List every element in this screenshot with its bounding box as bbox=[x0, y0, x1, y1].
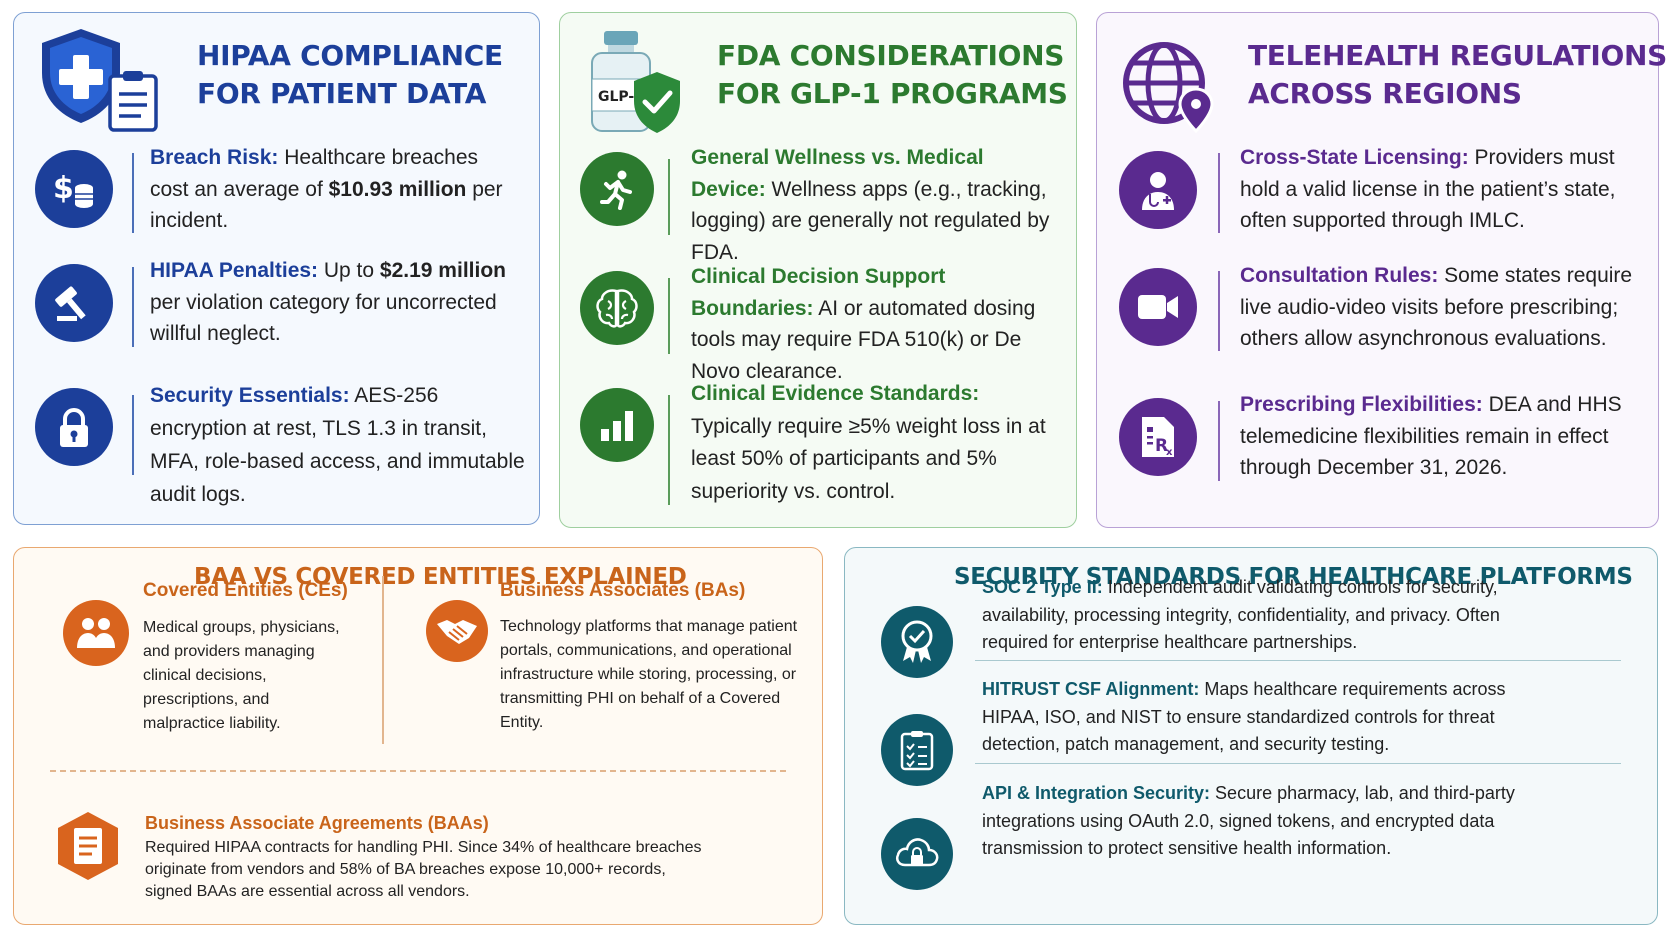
business-associates-heading: Business Associates (BAs) bbox=[500, 580, 746, 601]
divider bbox=[668, 278, 670, 354]
cross-state-text: Cross-State Licensing: Providers must ho… bbox=[1240, 146, 1616, 232]
baas-heading: Business Associate Agreements (BAAs) bbox=[145, 813, 489, 833]
cloud-lock-icon bbox=[881, 818, 953, 890]
consultation-rules-text: Consultation Rules: Some states require … bbox=[1240, 264, 1633, 350]
globe-pin-icon bbox=[1123, 42, 1214, 134]
baas-text: Required HIPAA contracts for handling PH… bbox=[145, 839, 702, 900]
api-security-text: API & Integration Security: Secure pharm… bbox=[982, 783, 1515, 858]
soc2-text: SOC 2 Type II: Independent audit validat… bbox=[982, 577, 1500, 652]
prescribing-text: Prescribing Flexibilities: DEA and HHS t… bbox=[1240, 393, 1622, 479]
shield-icon bbox=[42, 29, 120, 123]
business-associates-text: Technology platforms that manage patient… bbox=[500, 618, 798, 731]
hipaa-penalties-text: HIPAA Penalties: Up to $2.19 million per… bbox=[150, 259, 506, 345]
svg-text:$: $ bbox=[53, 171, 74, 206]
security-title: SECURITY STANDARDS FOR HEALTHCARE PLATFO… bbox=[954, 564, 1633, 590]
baa-title: BAA VS COVERED ENTITIES EXPLAINED bbox=[194, 564, 687, 590]
svg-text:x: x bbox=[1166, 447, 1173, 458]
telehealth-title: TELEHEALTH REGULATIONS ACROSS REGIONS bbox=[1248, 39, 1667, 110]
baa-card: BAA VS COVERED ENTITIES EXPLAINED Covere… bbox=[13, 547, 823, 925]
handshake-icon bbox=[426, 600, 488, 662]
video-camera-icon bbox=[1119, 268, 1197, 346]
gavel-icon bbox=[35, 264, 113, 342]
dashed-divider bbox=[50, 770, 786, 772]
doctor-icon bbox=[1119, 151, 1197, 229]
lock-icon bbox=[35, 388, 113, 466]
divider bbox=[382, 576, 384, 744]
fda-title: FDA CONSIDERATIONS FOR GLP-1 PROGRAMS bbox=[717, 39, 1068, 110]
separator bbox=[975, 660, 1621, 661]
divider bbox=[1218, 401, 1220, 481]
security-essentials-text: Security Essentials: AES-256 encryption … bbox=[150, 384, 525, 506]
award-badge-icon bbox=[881, 606, 953, 678]
divider bbox=[1218, 153, 1220, 233]
divider bbox=[132, 267, 134, 347]
breach-risk-text: Breach Risk: Healthcare breaches cost an… bbox=[150, 146, 503, 232]
checklist-icon bbox=[881, 714, 953, 786]
covered-entities-text: Medical groups, physicians, and provider… bbox=[143, 619, 340, 732]
hipaa-card: HIPAA COMPLIANCE FOR PATIENT DATA $ Brea… bbox=[13, 12, 540, 525]
hitrust-text: HITRUST CSF Alignment: Maps healthcare r… bbox=[982, 679, 1506, 754]
document-icon bbox=[58, 812, 118, 880]
separator bbox=[975, 763, 1621, 764]
divider bbox=[132, 395, 134, 475]
divider bbox=[668, 159, 670, 235]
divider bbox=[132, 153, 134, 233]
fda-card: GLP-1 FDA CONSIDERATIONS FOR GLP-1 PROGR… bbox=[559, 12, 1077, 528]
general-wellness-text: General Wellness vs. Medical Device: Wel… bbox=[691, 146, 1050, 264]
brain-icon bbox=[580, 271, 654, 345]
divider bbox=[668, 395, 670, 505]
bar-chart-icon bbox=[580, 388, 654, 462]
hipaa-title: HIPAA COMPLIANCE FOR PATIENT DATA bbox=[197, 39, 503, 110]
vial-label: GLP-1 bbox=[598, 89, 644, 105]
covered-entities-heading: Covered Entities (CEs) bbox=[143, 580, 348, 601]
running-person-icon bbox=[580, 152, 654, 226]
security-card: SECURITY STANDARDS FOR HEALTHCARE PLATFO… bbox=[844, 547, 1658, 925]
people-icon bbox=[63, 600, 129, 666]
svg-text:R: R bbox=[1155, 436, 1168, 456]
telehealth-card: TELEHEALTH REGULATIONS ACROSS REGIONS Cr… bbox=[1096, 12, 1667, 528]
clinical-evidence-text: Clinical Evidence Standards: Typically r… bbox=[691, 382, 1046, 503]
check-shield-icon bbox=[634, 72, 680, 133]
divider bbox=[1218, 271, 1220, 351]
clipboard-icon bbox=[108, 71, 158, 132]
dollar-coins-icon: $ bbox=[35, 150, 113, 228]
clinical-decision-text: Clinical Decision Support Boundaries: AI… bbox=[691, 265, 1036, 383]
